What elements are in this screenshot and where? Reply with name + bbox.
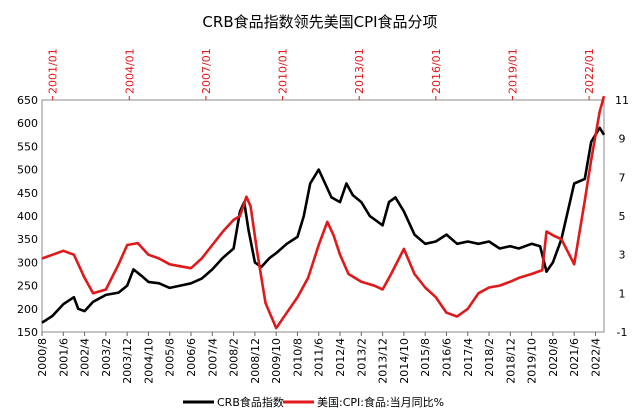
bottom-tick-label: 2005/8 [164, 338, 177, 377]
chart-title: CRB食品指数领先美国CPI食品分项 [202, 13, 437, 31]
bottom-tick-label: 2020/8 [547, 338, 560, 377]
bottom-tick-label: 2022/4 [589, 338, 602, 377]
top-tick-label: 2022/01 [583, 48, 596, 94]
left-tick-label: 150 [17, 326, 38, 339]
bottom-tick-label: 2002/4 [79, 338, 92, 377]
top-tick-label: 2001/01 [47, 48, 60, 94]
bottom-tick-label: 2012/4 [334, 338, 347, 377]
right-axis: -1 1 3 5 7 9 11 [615, 94, 629, 339]
bottom-tick-label: 2019/10 [526, 338, 539, 384]
series-line-crb [41, 126, 606, 324]
bottom-tick-label: 2007/4 [206, 338, 219, 377]
bottom-tick-label: 2018/12 [504, 338, 517, 384]
left-tick-label: 300 [17, 256, 38, 269]
series-line-cpi [41, 95, 606, 330]
bottom-tick-label: 2015/8 [419, 338, 432, 377]
left-tick-label: 400 [17, 210, 38, 223]
left-tick-label: 600 [17, 117, 38, 130]
right-tick-label: 3 [619, 249, 626, 262]
bottom-tick-label: 2003/12 [121, 338, 134, 384]
bottom-tick-label: 2013/2 [355, 338, 368, 377]
bottom-axis: 2000/8 2001/6 2002/4 2003/2 2003/12 2004/10 20… [36, 332, 602, 384]
bottom-tick-label: 2006/6 [185, 338, 198, 377]
bottom-tick-label: 2010/8 [291, 338, 304, 377]
bottom-tick-label: 2003/2 [100, 338, 113, 377]
left-tick-label: 250 [17, 280, 38, 293]
bottom-tick-label: 2016/6 [440, 338, 453, 377]
left-tick-label: 550 [17, 140, 38, 153]
bottom-tick-label: 2008/2 [228, 338, 241, 377]
plot-frame [41, 99, 605, 333]
left-tick-label: 650 [17, 94, 38, 107]
legend: CRB食品指数 美国:CPI:食品:当月同比% [183, 395, 444, 409]
right-tick-label: -1 [617, 326, 628, 339]
top-tick-label: 2013/01 [353, 48, 366, 94]
bottom-tick-label: 2014/10 [398, 338, 411, 384]
top-tick-label: 2004/01 [123, 48, 136, 94]
bottom-tick-label: 2008/12 [249, 338, 262, 384]
top-axis: 2001/01 2004/01 2007/01 2010/01 2013/01 2016/… [47, 48, 596, 100]
legend-label-cpi: 美国:CPI:食品:当月同比% [317, 395, 444, 409]
left-tick-label: 200 [17, 303, 38, 316]
bottom-tick-label: 2017/4 [462, 338, 475, 377]
bottom-tick-label: 2018/2 [483, 338, 496, 377]
left-tick-label: 450 [17, 187, 38, 200]
bottom-tick-label: 2001/6 [57, 338, 70, 377]
bottom-tick-label: 2009/10 [270, 338, 283, 384]
top-tick-label: 2019/01 [506, 48, 519, 94]
right-tick-label: 1 [619, 287, 626, 300]
plot-border [41, 99, 605, 333]
top-tick-label: 2010/01 [277, 48, 290, 94]
right-tick-label: 11 [615, 94, 629, 107]
left-tick-label: 350 [17, 233, 38, 246]
right-tick-label: 9 [619, 133, 626, 146]
left-axis: 150 200 250 300 350 400 450 500 550 600 650 [17, 94, 38, 339]
right-tick-label: 5 [619, 210, 626, 223]
bottom-tick-label: 2011/6 [313, 338, 326, 377]
right-tick-label: 7 [619, 171, 626, 184]
top-tick-label: 2007/01 [200, 48, 213, 94]
bottom-tick-label: 2013/12 [377, 338, 390, 384]
top-tick-label: 2016/01 [430, 48, 443, 94]
bottom-tick-label: 2004/10 [142, 338, 155, 384]
legend-label-crb: CRB食品指数 [217, 395, 284, 409]
series-lines [41, 95, 606, 330]
bottom-tick-label: 2000/8 [36, 338, 49, 377]
bottom-tick-label: 2021/6 [568, 338, 581, 377]
left-tick-label: 500 [17, 164, 38, 177]
